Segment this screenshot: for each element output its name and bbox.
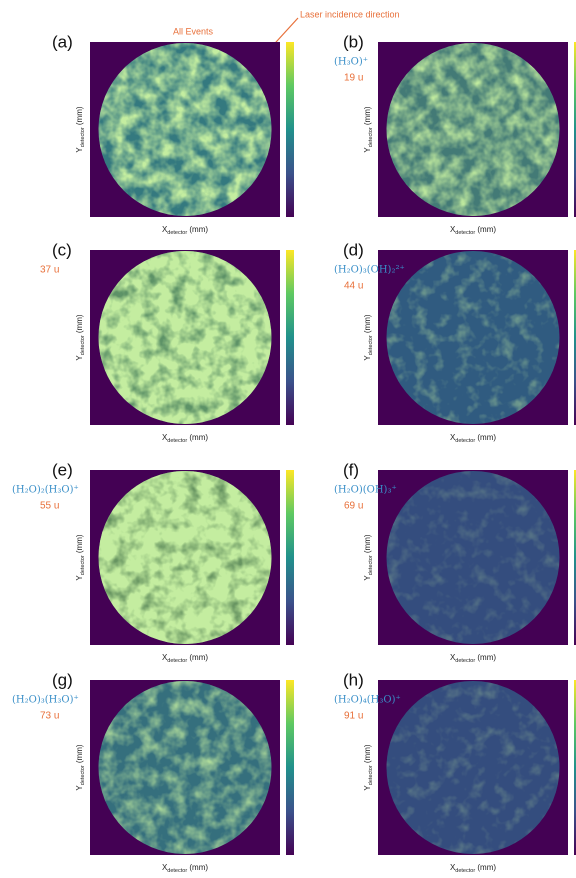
x-axis-label: Xdetector (mm): [162, 863, 208, 873]
panel-letter: (b): [343, 32, 364, 51]
panel: (b) (H₃O)⁺ 19 u Xdetector (mm) Ydetector (mm…: [334, 32, 576, 236]
mass-label: 44 u: [344, 281, 363, 292]
species-label: (H₂O)₄(H₃O)⁺: [334, 695, 401, 706]
y-axis-label: Ydetector (mm): [363, 314, 374, 360]
mass-label: 69 u: [344, 501, 363, 512]
panel: (f) (H₂O)(OH)₃⁺ 69 u Xdetector (mm) Ydetecto…: [334, 460, 576, 664]
laser-label: Laser incidence direction: [300, 9, 400, 19]
y-axis-label: Ydetector (mm): [363, 106, 374, 152]
panel-letter: (a): [52, 32, 73, 51]
colorbar: [286, 680, 294, 855]
mass-label: 73 u: [40, 711, 59, 722]
species-label: (H₂O)₂(H₃O)⁺: [12, 485, 79, 496]
panel: (c) 37 u Xdetector (mm) Ydetector (mm): [40, 240, 294, 444]
x-axis-label: Xdetector (mm): [450, 433, 496, 444]
x-axis-label: Xdetector (mm): [162, 433, 208, 444]
panel-letter: (f): [343, 460, 359, 479]
x-axis-label: Xdetector (mm): [450, 653, 496, 664]
panel-letter: (d): [343, 240, 364, 259]
x-axis-label: Xdetector (mm): [162, 225, 208, 236]
species-label: (H₃O)⁺: [334, 57, 368, 68]
figure: All Events Laser incidence direction (a)…: [0, 0, 576, 873]
y-axis-label: Ydetector (mm): [75, 744, 86, 790]
y-axis-label: Ydetector (mm): [75, 534, 86, 580]
panel-letter: (h): [343, 670, 364, 689]
colorbar: [286, 470, 294, 645]
colorbar: [286, 250, 294, 425]
panel: (a) Xdetector (mm) Ydetector (mm): [52, 32, 294, 236]
mass-label: 91 u: [344, 711, 363, 722]
x-axis-label: Xdetector (mm): [450, 863, 496, 873]
panel-letter: (e): [52, 460, 73, 479]
colorbar: [286, 42, 294, 217]
mass-label: 19 u: [344, 73, 363, 84]
x-axis-label: Xdetector (mm): [450, 225, 496, 236]
mass-label: 37 u: [40, 265, 59, 276]
y-axis-label: Ydetector (mm): [75, 314, 86, 360]
species-label: (H₂O)₃(OH)₂²⁺: [334, 265, 405, 276]
y-axis-label: Ydetector (mm): [363, 534, 374, 580]
all-events-label: All Events: [173, 26, 214, 36]
panel: (d) (H₂O)₃(OH)₂²⁺ 44 u Xdetector (mm) Ydetec…: [334, 240, 576, 444]
mass-label: 55 u: [40, 501, 59, 512]
panel: (h) (H₂O)₄(H₃O)⁺ 91 u Xdetector (mm) Ydetect…: [334, 670, 576, 873]
panel: (g) (H₂O)₃(H₃O)⁺ 73 u Xdetector (mm) Ydetect…: [12, 670, 294, 873]
species-label: (H₂O)₃(H₃O)⁺: [12, 695, 79, 706]
y-axis-label: Ydetector (mm): [75, 106, 86, 152]
species-label: (H₂O)(OH)₃⁺: [334, 485, 397, 496]
panel: (e) (H₂O)₂(H₃O)⁺ 55 u Xdetector (mm) Ydetect…: [12, 460, 294, 664]
panel-letter: (g): [52, 670, 73, 689]
y-axis-label: Ydetector (mm): [363, 744, 374, 790]
panel-letter: (c): [52, 240, 72, 259]
x-axis-label: Xdetector (mm): [162, 653, 208, 664]
